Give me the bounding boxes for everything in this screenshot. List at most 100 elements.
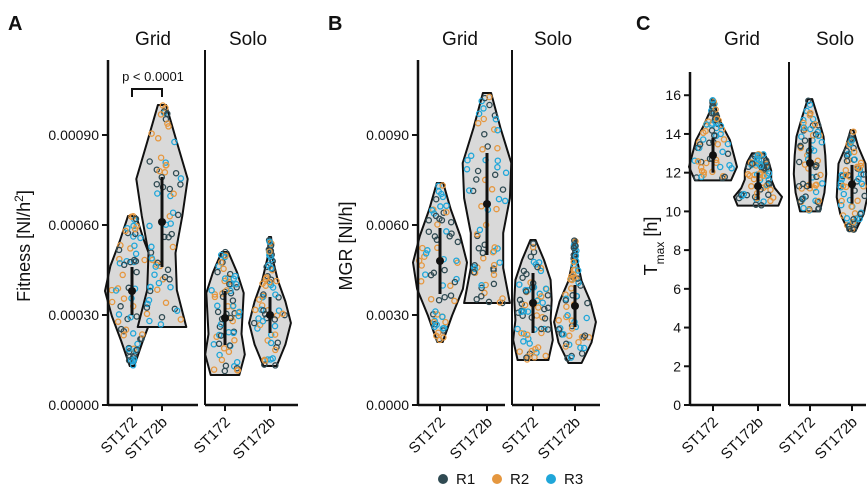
data-point [716,163,724,171]
panel-c-y-tick-label: 0 [673,397,681,413]
panel-a-y-tick-label: 0.00060 [48,217,99,233]
data-point [148,255,156,262]
data-point [235,312,242,320]
data-point [523,270,530,278]
data-point [799,180,807,188]
data-point [233,366,241,374]
data-point [564,355,571,362]
data-point [563,303,570,310]
panel-c-letter: C [636,13,650,35]
data-point [800,127,807,134]
data-point [451,278,459,286]
data-point [166,276,173,283]
data-point [271,322,279,330]
data-point [125,357,133,364]
data-point [519,274,526,281]
data-point [502,169,510,177]
data-point [850,216,857,223]
data-point [252,306,259,314]
data-point [475,245,483,252]
data-point [495,195,503,203]
data-point [724,140,732,148]
data-point [699,136,707,143]
data-point [143,304,151,311]
data-point [851,156,858,163]
data-point [537,264,545,272]
data-point [709,99,716,107]
data-point [574,267,582,274]
data-point [154,286,161,293]
data-point [534,304,542,311]
data-point [544,304,552,312]
data-point [469,187,477,195]
data-point [174,211,182,219]
data-point [274,339,282,346]
data-point [231,337,238,344]
data-point [757,162,765,170]
data-point [574,275,581,282]
data-point [838,171,845,179]
data-point [695,144,703,152]
data-point [474,119,482,127]
data-point [534,263,541,271]
data-point [570,266,577,274]
data-point [516,281,523,288]
data-point [812,188,820,196]
p-value-label: p < 0.0001 [122,69,184,84]
panel-a-group-solo: Solo [229,29,267,50]
data-point [259,317,267,325]
data-point [518,308,525,316]
data-point [524,353,531,360]
data-point [752,201,760,208]
data-point [435,296,443,304]
panel-c-y-tick-label: 10 [665,203,681,219]
data-point [798,133,805,140]
data-point [156,167,163,175]
data-point [556,324,564,332]
legend-swatch-r3 [546,474,556,484]
data-point [838,197,845,205]
data-point [537,293,545,300]
data-point [514,309,522,316]
data-point [439,325,447,332]
data-point [801,137,809,144]
legend-label-r1: R1 [456,471,475,488]
data-point [520,338,527,345]
p-value-bracket-line [131,88,163,97]
data-point [441,293,448,301]
data-point [473,231,481,238]
data-point [753,155,761,162]
data-point [273,277,280,285]
data-point [227,287,234,295]
data-point [169,243,177,251]
data-point [806,112,814,119]
data-point [163,161,170,169]
data-point [584,299,591,307]
data-point [544,292,552,299]
data-point [214,308,222,316]
data-point [164,266,172,274]
panel-c-y-tick-label: 4 [673,320,681,336]
data-point [850,128,857,135]
data-point [439,313,446,321]
data-point [132,250,140,258]
data-point [567,354,575,361]
data-point [763,163,771,171]
data-point [721,173,729,181]
data-point [524,308,532,315]
panel-c-y-tick-label: 6 [673,281,681,297]
data-point [697,164,705,171]
data-point [162,299,170,307]
data-point [744,171,752,178]
data-point [478,292,485,300]
data-point [848,137,856,144]
data-point [464,156,471,164]
data-point [129,358,137,365]
data-point [120,331,127,339]
data-point [255,296,263,303]
data-point [538,329,545,337]
data-point [815,205,822,213]
data-point [499,186,507,193]
